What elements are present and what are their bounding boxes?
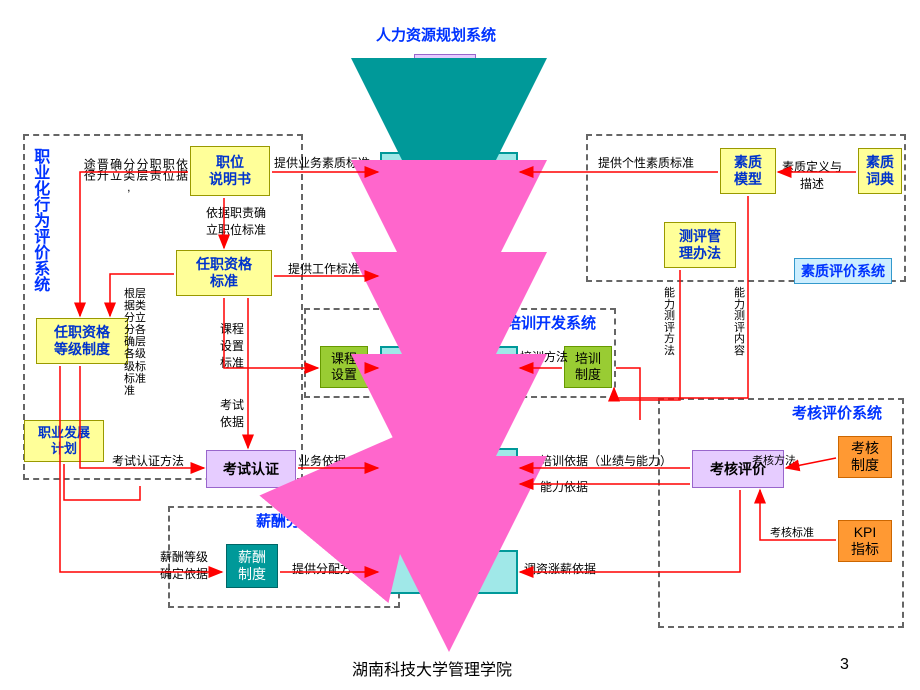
teal-salary: 薪酬 制度 <box>226 544 278 588</box>
lbl-l11: 培训方法 <box>520 348 568 365</box>
header-title: 人力资源规划系统 <box>356 24 516 45</box>
orange-assess-sys: 考核 制度 <box>838 436 892 478</box>
lbl-l6: 根层 据类 分立 分各 确层 各级 级标 标准 准 <box>124 288 146 397</box>
footer-text: 湖南科技大学管理学院 <box>352 656 512 680</box>
lbl-l2: 提供个性素质标准 <box>598 154 694 171</box>
main-recruit: 招聘（内外） <box>380 152 518 196</box>
note-jobdesc: 职位 说明书 <box>190 146 270 196</box>
diagram-canvas: 人力资源规划系统 职业化行为评价系统 培训开发系统 薪酬分配系统 素质评价系统 … <box>0 0 920 690</box>
plan-doc-label: 规划计划 <box>392 76 482 108</box>
orange-kpi: KPI 指标 <box>838 520 892 562</box>
main-promotion: 调配、晋升 <box>380 448 518 492</box>
lbl-l15: 能 力 测 评 方 法 <box>664 288 675 357</box>
main-value: 价值分配 <box>380 550 518 594</box>
main-training: 培训 <box>380 346 518 390</box>
lbl-l10: 业务依据 <box>298 452 346 469</box>
group-assess <box>658 398 904 628</box>
lbl-l8: 考试 依据 <box>220 396 244 430</box>
note-quality-dict: 素质 词典 <box>858 148 902 194</box>
lbl-l4: 提供工作标准 <box>288 260 360 277</box>
green-course: 课程 设置 <box>320 346 368 388</box>
note-level: 任职资格 等级制度 <box>36 318 128 364</box>
lbl-l12: 培训依据（业绩与能力） <box>540 452 672 469</box>
note-career: 职业发展 计划 <box>24 420 104 462</box>
lbl-l20: 提供分配方式 <box>292 560 364 577</box>
group-train-title: 培训开发系统 <box>506 312 596 333</box>
group-assess-title: 考核评价系统 <box>792 402 882 423</box>
lbl-l21: 薪酬等级 确定依据 <box>160 548 208 582</box>
group-salary-title: 薪酬分配系统 <box>256 510 346 531</box>
group-quality-title: 素质评价系统 <box>794 258 892 284</box>
note-quality-model: 素质 模型 <box>720 148 776 194</box>
note-qual: 任职资格 标准 <box>176 250 272 296</box>
page-number: 3 <box>840 656 849 674</box>
lbl-l16: 能 力 测 评 内 容 <box>734 288 745 357</box>
lbl-l14: 考核方法 <box>752 452 796 468</box>
lbl-l5: 依据 职位 职责 分层 分类, 确立 晋升 途径 <box>82 158 188 193</box>
purple-exam: 考试认证 <box>206 450 296 488</box>
lbl-l18: 考核标准 <box>770 524 814 540</box>
lbl-l17: 素质定义与 描述 <box>782 158 842 192</box>
green-train-sys: 培训 制度 <box>564 346 612 388</box>
lbl-l1: 提供业务素质标准 <box>274 154 370 171</box>
lbl-l7: 课程 设置 标准 <box>220 320 244 371</box>
lbl-l19: 调资涨薪依据 <box>524 560 596 577</box>
lbl-l9: 考试认证方法 <box>112 452 184 469</box>
lbl-l13: 能力依据 <box>540 478 588 495</box>
left-title: 职业化行为评价系统 <box>30 148 49 292</box>
lbl-l3: 依据职责确 立职位标准 <box>206 204 266 238</box>
note-eval-mgmt: 测评管 理办法 <box>664 222 736 268</box>
main-entry: 进入 <box>380 254 518 298</box>
